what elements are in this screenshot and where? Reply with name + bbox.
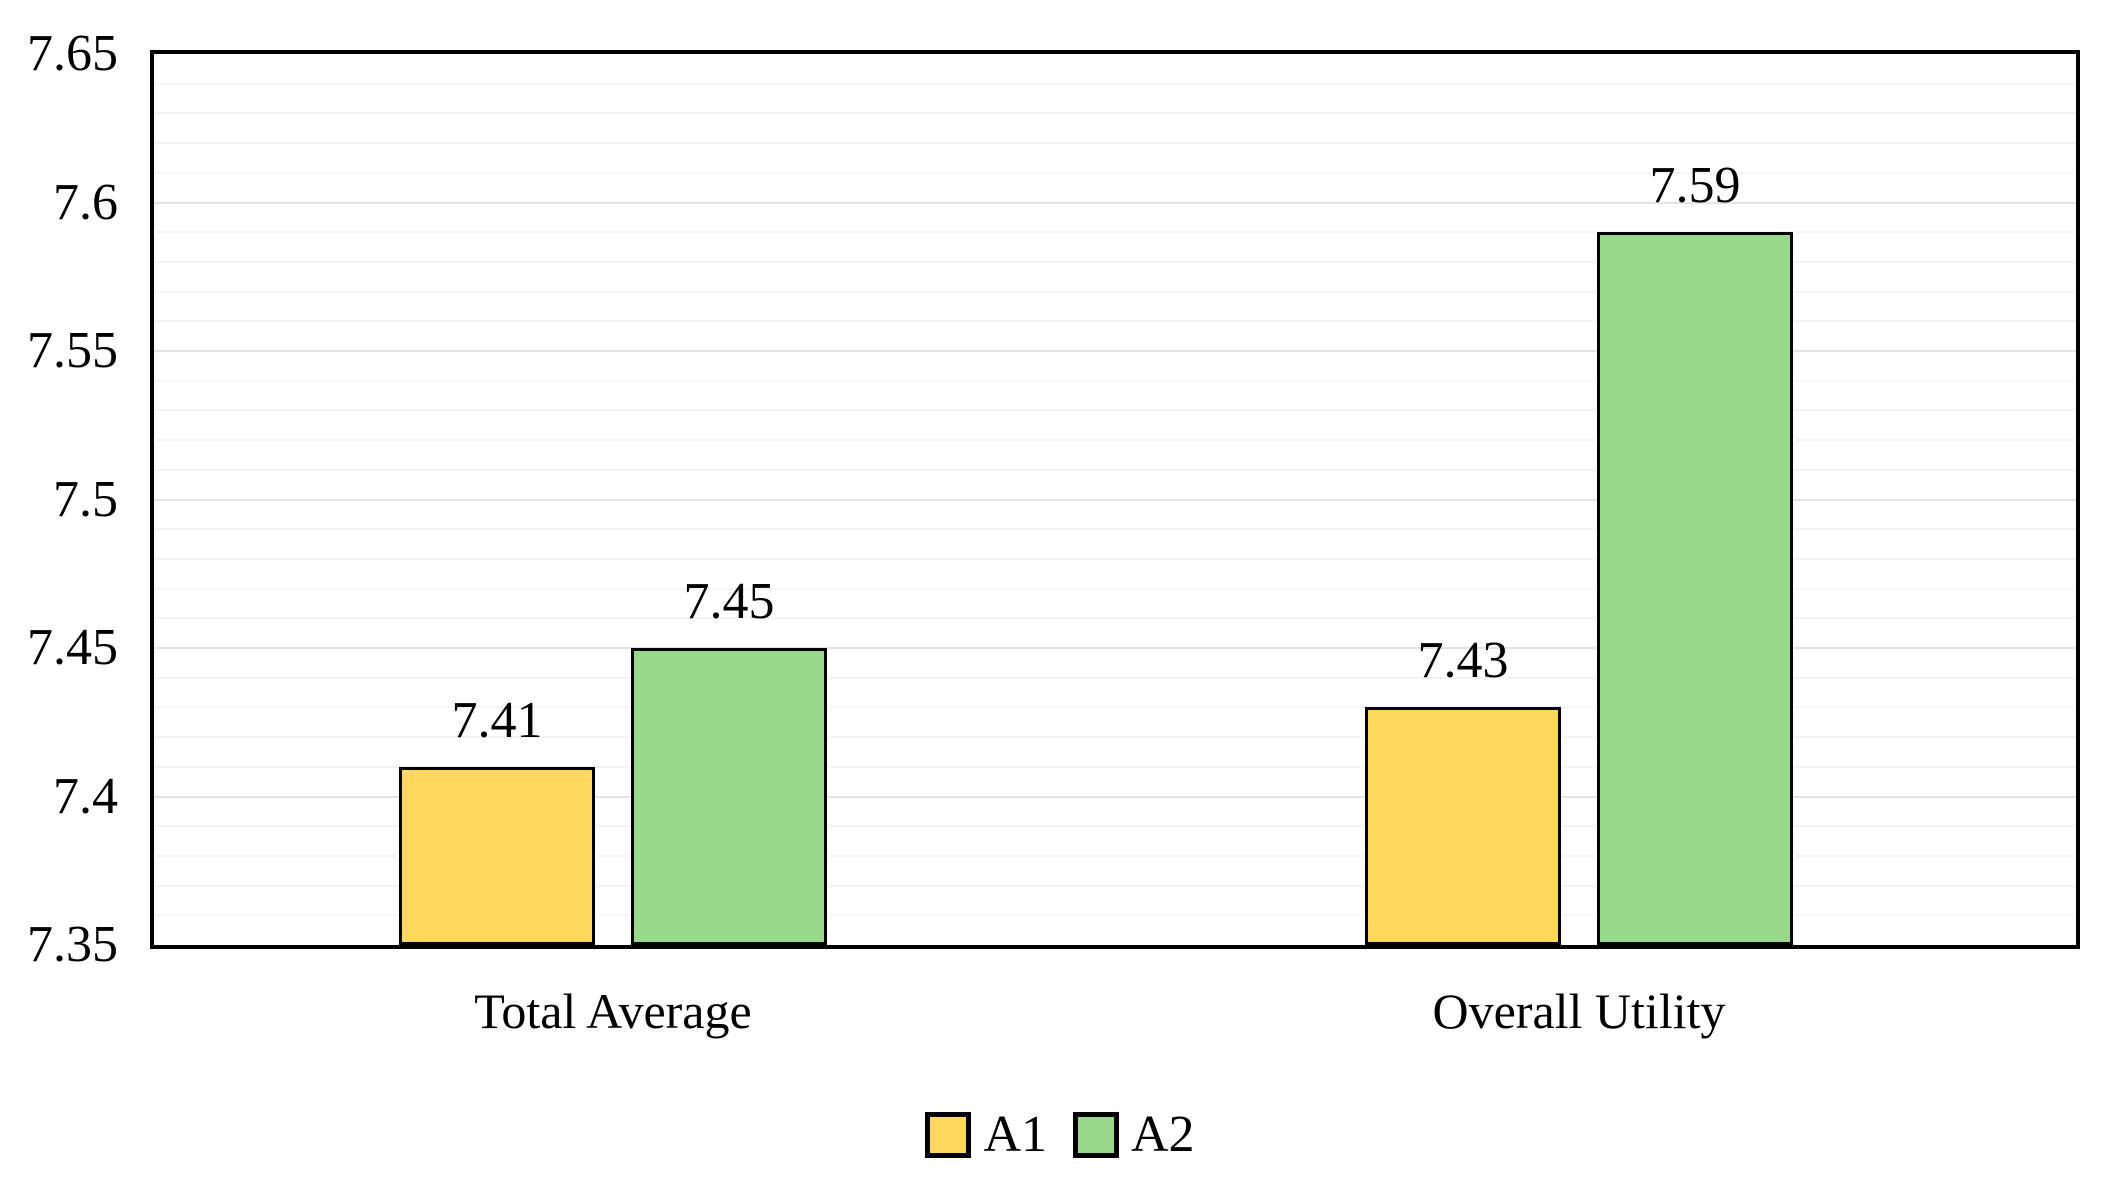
minor-gridline: [154, 142, 2076, 145]
major-gridline: [154, 647, 2076, 649]
category-label: Overall Utility: [1432, 983, 1726, 1039]
minor-gridline: [154, 617, 2076, 620]
minor-gridline: [154, 914, 2076, 917]
major-gridline: [154, 795, 2076, 798]
minor-gridline: [154, 528, 2076, 531]
major-gridline: [154, 498, 2076, 501]
minor-gridline: [154, 379, 2076, 382]
legend-swatch-a1: [925, 1112, 972, 1158]
legend-label: A1: [983, 1106, 1047, 1163]
y-tick-label: 7.5: [53, 470, 118, 528]
minor-gridline: [154, 736, 2076, 739]
legend-swatch-a2: [1073, 1112, 1119, 1158]
minor-gridline: [154, 854, 2076, 857]
minor-gridline: [154, 706, 2076, 709]
data-label: 7.43: [1417, 632, 1509, 690]
minor-gridline: [154, 587, 2076, 590]
legend-label: A2: [1131, 1106, 1195, 1163]
bar-a1-total-average: [399, 766, 595, 945]
major-gridline: [154, 350, 2076, 352]
minor-gridline: [154, 231, 2076, 234]
minor-gridline: [154, 290, 2076, 293]
bar-a2-overall-utility: [1597, 232, 1793, 945]
minor-gridline: [154, 260, 2076, 263]
bar-a2-total-average: [631, 648, 827, 945]
data-label: 7.45: [683, 573, 775, 630]
y-tick-label: 7.4: [53, 767, 118, 825]
data-label: 7.41: [451, 691, 543, 749]
minor-gridline: [154, 468, 2076, 471]
minor-gridline: [154, 171, 2076, 174]
plot-area-border: [150, 50, 2080, 949]
y-tick-label: 7.45: [27, 619, 118, 676]
minor-gridline: [154, 884, 2076, 887]
minor-gridline: [154, 409, 2076, 412]
y-tick-label: 7.35: [27, 916, 118, 973]
minor-gridline: [154, 320, 2076, 323]
minor-gridline: [154, 82, 2076, 85]
legend: A1 A2: [0, 1105, 2120, 1165]
major-gridline: [154, 201, 2076, 204]
y-tick-label: 7.6: [53, 173, 118, 231]
minor-gridline: [154, 765, 2076, 768]
data-label: 7.59: [1649, 157, 1741, 215]
minor-gridline: [154, 439, 2076, 442]
minor-gridline: [154, 557, 2076, 560]
minor-gridline: [154, 112, 2076, 115]
minor-gridline: [154, 676, 2076, 679]
legend-item-a2: A2: [1073, 1109, 1195, 1161]
y-tick-label: 7.65: [27, 25, 118, 82]
y-tick-label: 7.55: [27, 322, 118, 379]
minor-gridline: [154, 825, 2076, 828]
legend-item-a1: A1: [925, 1109, 1047, 1161]
category-label: Total Average: [474, 983, 752, 1039]
bar-a1-overall-utility: [1365, 707, 1561, 945]
